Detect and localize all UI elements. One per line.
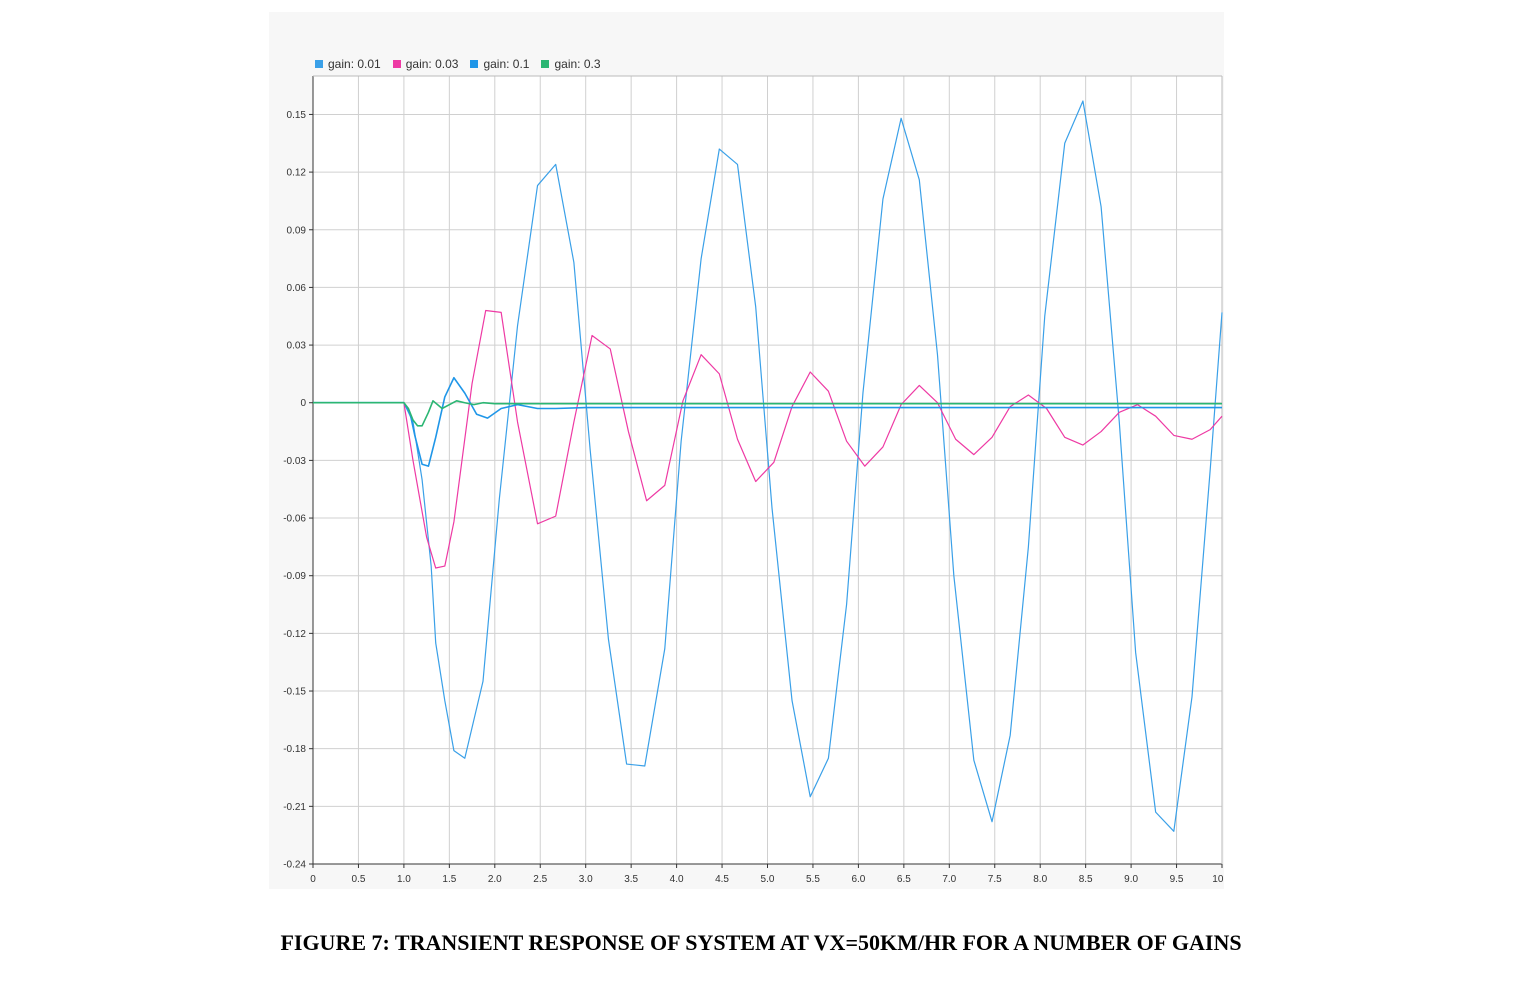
x-tick-label: 1.0	[397, 874, 411, 885]
y-tick-label: 0.15	[287, 110, 307, 121]
x-tick-label: 8.0	[1033, 874, 1047, 885]
y-tick-label: -0.24	[283, 860, 306, 871]
series-line-1	[313, 100, 1223, 832]
x-tick-label: 3.5	[624, 874, 638, 885]
chart-panel: gain: 0.01 gain: 0.03 gain: 0.1 gain: 0.3 0…	[269, 12, 1224, 889]
x-tick-label: 9.5	[1170, 874, 1184, 885]
x-tick-label: 2.5	[533, 874, 547, 885]
legend-label: gain: 0.03	[405, 57, 459, 71]
x-tick-label: 7.5	[988, 874, 1002, 885]
x-tick-label: 0	[310, 874, 316, 885]
y-tick-label: 0.09	[287, 225, 307, 236]
x-tick-label: 8.5	[1079, 874, 1093, 885]
x-tick-label: 5.0	[761, 874, 775, 885]
x-tick-label: 2.0	[488, 874, 502, 885]
y-tick-label: 0	[300, 398, 306, 409]
y-tick-label: -0.21	[283, 802, 306, 813]
y-tick-label: 0.12	[287, 168, 307, 179]
legend-swatch	[315, 60, 323, 68]
x-tick-label: 1.5	[442, 874, 456, 885]
legend-swatch	[541, 60, 550, 68]
line-chart: 0 0.5 1.0 1.5 2.0 2.5 3.0 3.5 4.0 4.5 5.0 5.5 6.0 6.5…	[283, 75, 1224, 885]
legend-item-4[interactable]: gain: 0.3	[541, 57, 601, 71]
series-line-4	[313, 400, 1222, 427]
legend-label: gain: 0.1	[483, 57, 530, 71]
chart-legend: gain: 0.01 gain: 0.03 gain: 0.1 gain: 0.3	[315, 56, 601, 72]
x-tick-label: 4.5	[715, 874, 729, 885]
legend-item-3[interactable]: gain: 0.1	[470, 57, 529, 71]
y-tick-label: -0.15	[283, 687, 306, 698]
legend-swatch	[392, 60, 401, 68]
x-tick-label: 3.0	[579, 874, 593, 885]
y-tick-label: 0.06	[287, 283, 307, 294]
legend-label: gain: 0.3	[554, 57, 601, 71]
x-tick-label: 6.0	[851, 874, 865, 885]
y-tick-label: 0.03	[287, 341, 307, 352]
series-line-2	[313, 309, 1223, 569]
series-line-3	[313, 376, 1222, 467]
x-tick-label: 0.5	[351, 874, 365, 885]
y-tick-label: -0.03	[283, 456, 306, 467]
y-tick-label: -0.18	[283, 744, 306, 755]
x-tick-label: 7.0	[942, 874, 956, 885]
legend-swatch	[470, 60, 479, 68]
legend-item-1[interactable]: gain: 0.01	[315, 57, 381, 71]
legend-item-2[interactable]: gain: 0.03	[392, 57, 459, 71]
legend-label: gain: 0.01	[328, 57, 381, 71]
x-tick-label: 4.0	[670, 874, 684, 885]
figure-caption: FIGURE 7: TRANSIENT RESPONSE OF SYSTEM A…	[280, 930, 1242, 955]
y-tick-label: -0.12	[283, 629, 306, 640]
x-tick-label: 10.0	[1212, 874, 1224, 885]
x-tick-label: 5.5	[806, 874, 820, 885]
y-tick-label: -0.06	[283, 514, 306, 525]
x-tick-label: 9.0	[1124, 874, 1138, 885]
x-tick-label: 6.5	[897, 874, 911, 885]
y-tick-label: -0.09	[283, 571, 306, 582]
